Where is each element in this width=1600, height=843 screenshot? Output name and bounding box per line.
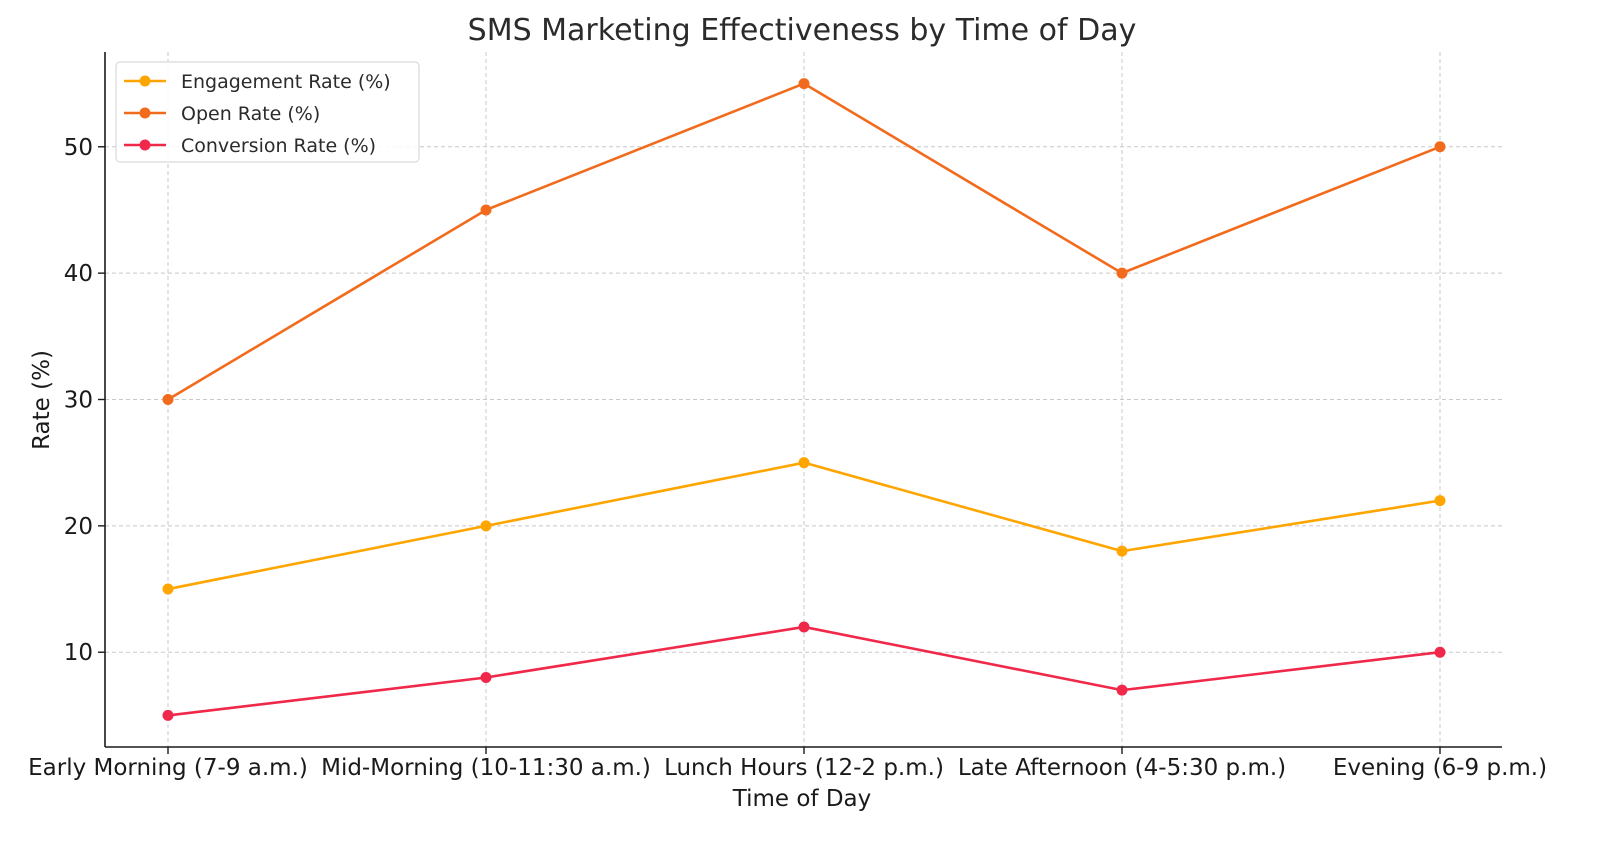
data-point <box>480 520 492 532</box>
legend-label: Conversion Rate (%) <box>181 135 376 157</box>
series-1 <box>162 457 1446 595</box>
data-point <box>1434 141 1446 153</box>
series-3 <box>162 621 1446 721</box>
y-tick-label: 40 <box>64 261 93 287</box>
axes: Early Morning (7-9 a.m.) Mid-Morning (10-… <box>28 52 1547 781</box>
data-point <box>1116 267 1128 279</box>
data-point <box>162 583 174 595</box>
y-tick-label: 20 <box>64 514 93 540</box>
legend-swatch-marker <box>139 107 151 119</box>
y-tick-label: 50 <box>64 135 93 161</box>
data-point <box>1434 495 1446 507</box>
legend: Engagement Rate (%) Open Rate (%) Conversi… <box>115 61 420 163</box>
legend-item: Engagement Rate (%) <box>124 71 391 93</box>
x-tick-label: Lunch Hours (12-2 p.m.) <box>664 755 944 781</box>
data-point <box>798 78 810 90</box>
legend-item: Open Rate (%) <box>124 103 320 125</box>
legend-label: Engagement Rate (%) <box>181 71 391 93</box>
series-group <box>162 78 1446 721</box>
data-point <box>1434 646 1446 658</box>
y-axis-label: Rate (%) <box>29 350 55 450</box>
legend-label: Open Rate (%) <box>181 103 320 125</box>
y-tick-label: 10 <box>64 640 93 666</box>
data-point <box>798 621 810 633</box>
data-point <box>480 204 492 216</box>
x-tick-label: Early Morning (7-9 a.m.) <box>28 755 308 781</box>
data-point <box>480 672 492 683</box>
legend-swatch-marker <box>139 139 151 151</box>
legend-box <box>115 61 420 163</box>
x-tick-label: Evening (6-9 p.m.) <box>1333 755 1547 781</box>
x-tick-label: Mid-Morning (10-11:30 a.m.) <box>321 755 651 781</box>
data-point <box>162 394 174 405</box>
data-point <box>1116 684 1128 696</box>
data-point <box>1116 545 1128 557</box>
data-point <box>798 457 810 469</box>
legend-item: Conversion Rate (%) <box>124 135 376 157</box>
chart-title: SMS Marketing Effectiveness by Time of D… <box>468 13 1137 48</box>
x-tick-label: Late Afternoon (4-5:30 p.m.) <box>958 755 1286 781</box>
x-axis-label: Time of Day <box>732 786 872 812</box>
y-tick-label: 30 <box>64 388 93 414</box>
data-point <box>162 709 174 721</box>
series-2 <box>162 78 1446 405</box>
legend-swatch-marker <box>139 75 151 87</box>
